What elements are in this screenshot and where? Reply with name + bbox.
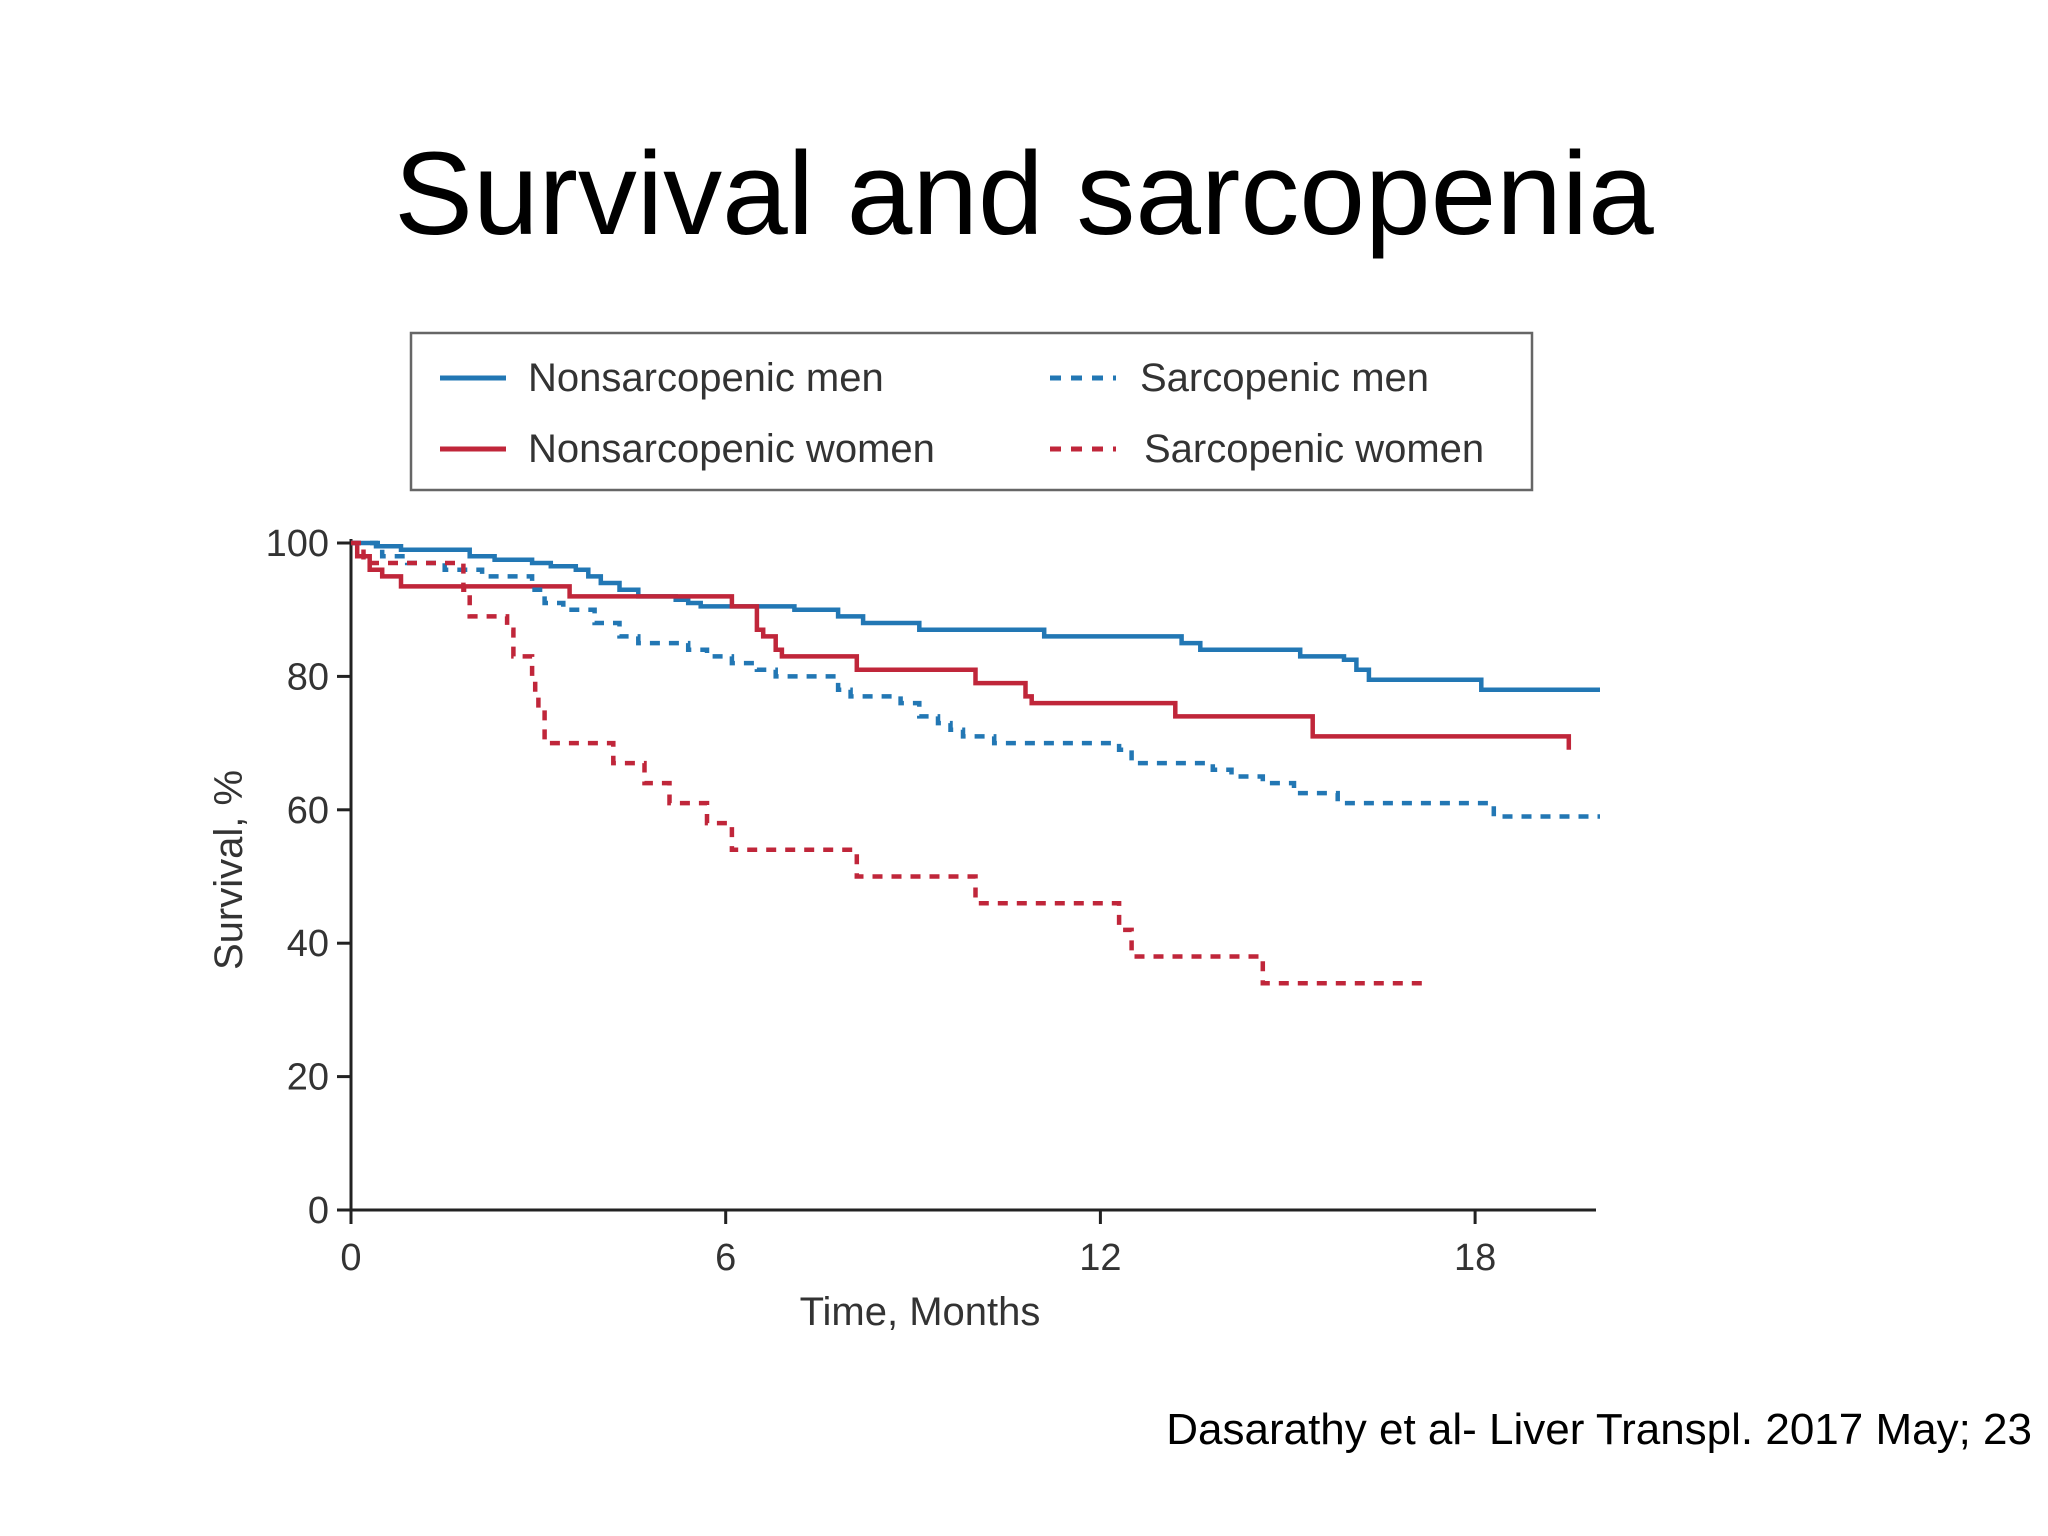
slide-title: Survival and sarcopenia [394,128,1654,260]
series-line-nonsarcopenic-men [351,540,1600,692]
series-line-sarcopenic-men [351,540,1600,819]
series-line-nonsarcopenic-women [351,540,1572,750]
legend-label: Nonsarcopenic women [528,427,935,471]
x-axis-label: Time, Months [800,1290,1041,1334]
legend-label: Nonsarcopenic men [528,356,884,400]
chart-series-layer [351,540,1600,986]
x-tick-label: 0 [340,1237,361,1279]
legend-box [409,331,1534,492]
y-tick-label: 100 [266,523,329,565]
y-tick-label: 40 [287,923,329,965]
x-tick-label: 6 [715,1237,736,1279]
y-axis-label: Survival, % [207,770,251,970]
legend-label: Sarcopenic women [1144,427,1484,471]
y-tick-label: 0 [308,1190,329,1232]
chart-axes: 0 20 40 60 80 100 0 6 12 18 Time, Months Survival, … [207,523,1596,1334]
x-tick-label: 12 [1079,1237,1121,1279]
chart-legend: Nonsarcopenic men Nonsarcopenic women Sarc… [409,331,1534,492]
y-tick-label: 60 [287,790,329,832]
series-line-sarcopenic-women [351,540,1426,986]
y-tick-label: 20 [287,1057,329,1099]
y-tick-label: 80 [287,656,329,698]
x-tick-label: 18 [1454,1237,1496,1279]
legend-label: Sarcopenic men [1140,356,1429,400]
citation: Dasarathy et al- Liver Transpl. 2017 May… [1166,1405,2032,1454]
